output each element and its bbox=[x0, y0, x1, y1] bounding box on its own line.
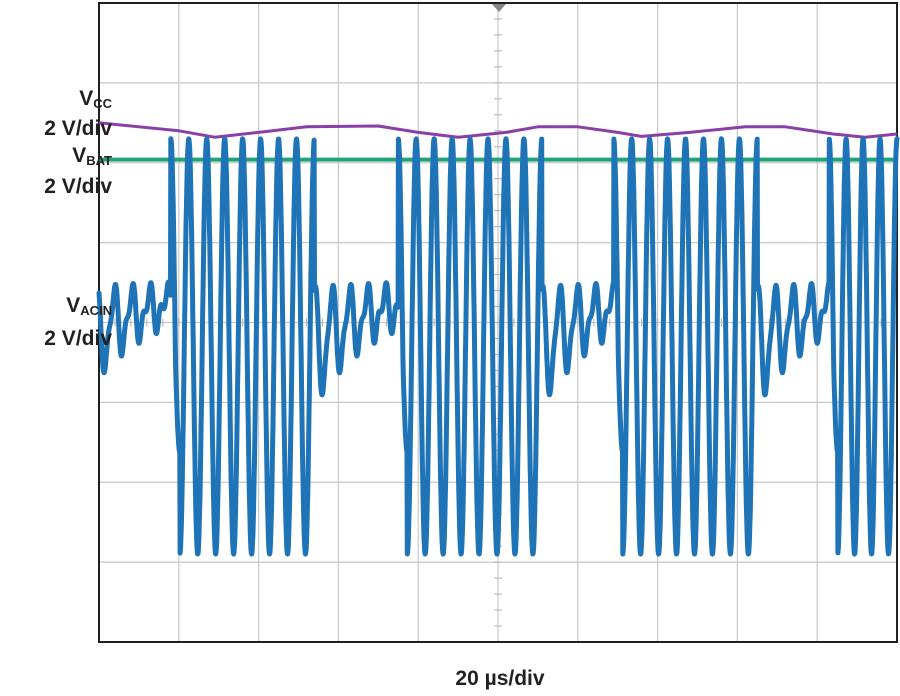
x-axis-label: 20 µs/div bbox=[455, 667, 545, 690]
vbat-label: VBAT bbox=[72, 144, 112, 168]
vacin-label: VACIN bbox=[66, 294, 112, 318]
vcc-trace bbox=[98, 121, 898, 139]
vacin-scale-label: 2 V/div bbox=[44, 327, 112, 350]
trigger-marker bbox=[492, 4, 506, 12]
vcc-scale-label: 2 V/div bbox=[44, 117, 112, 140]
traces bbox=[96, 121, 900, 557]
vbat-scale-label: 2 V/div bbox=[44, 175, 112, 198]
vacin-trace bbox=[96, 136, 900, 557]
vcc-label: VCC bbox=[79, 87, 112, 111]
